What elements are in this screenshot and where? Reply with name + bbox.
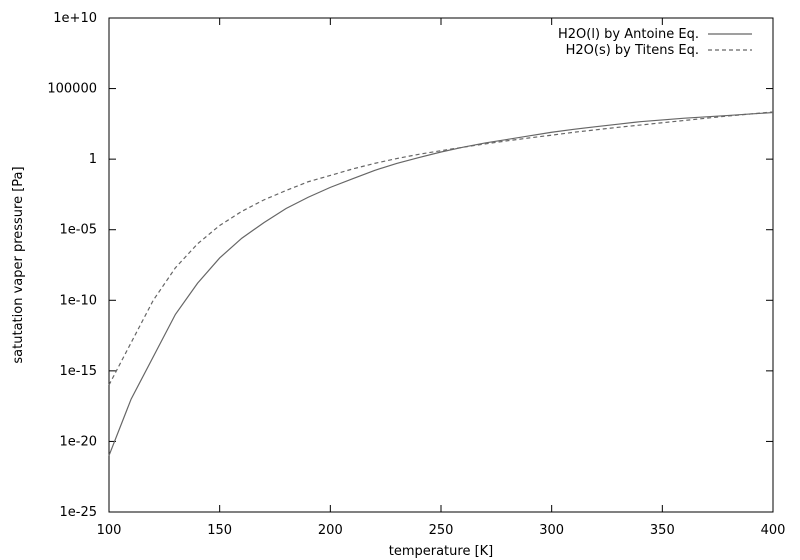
x-tick-label-5: 350 bbox=[650, 523, 675, 538]
legend: H2O(l) by Antoine Eq.H2O(s) by Titens Eq… bbox=[558, 27, 752, 58]
legend-label-0: H2O(l) by Antoine Eq. bbox=[558, 27, 699, 42]
x-tick-label-2: 200 bbox=[318, 523, 343, 538]
x-tick-label-4: 300 bbox=[539, 523, 564, 538]
y-axis-label: satutation vaper pressure [Pa] bbox=[11, 166, 26, 363]
y-tick-label-7: 1e+10 bbox=[53, 11, 97, 26]
y-tick-label-4: 1e-05 bbox=[59, 223, 97, 238]
x-tick-label-6: 400 bbox=[761, 523, 786, 538]
x-tick-label-3: 250 bbox=[429, 523, 454, 538]
legend-label-1: H2O(s) by Titens Eq. bbox=[566, 43, 699, 58]
x-tick-label-0: 100 bbox=[97, 523, 122, 538]
series-line-0 bbox=[108, 111, 774, 456]
y-tick-label-5: 1 bbox=[89, 152, 97, 167]
y-tick-label-0: 1e-25 bbox=[59, 505, 97, 520]
y-tick-label-1: 1e-20 bbox=[59, 434, 97, 449]
x-axis-ticks: 100 150 200 250 300 350 400 bbox=[97, 18, 786, 538]
y-tick-label-2: 1e-15 bbox=[59, 364, 97, 379]
series-layer bbox=[108, 111, 774, 456]
series-line-1 bbox=[108, 111, 774, 386]
x-tick-label-1: 150 bbox=[207, 523, 232, 538]
x-axis-label: temperature [K] bbox=[389, 544, 494, 559]
y-axis-ticks: 1e-25 1e-20 1e-15 1e-10 1e-05 1 100000 1e+10 bbox=[47, 11, 773, 520]
y-tick-label-6: 100000 bbox=[47, 82, 97, 97]
y-tick-label-3: 1e-10 bbox=[59, 293, 97, 308]
